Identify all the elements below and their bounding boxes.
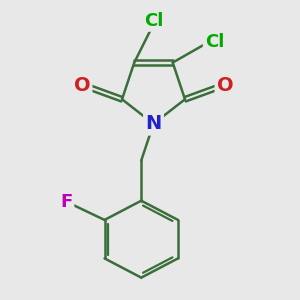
Text: F: F [60,194,72,211]
Text: O: O [217,76,233,95]
Text: O: O [74,76,90,95]
Text: Cl: Cl [144,12,163,30]
Text: Cl: Cl [205,33,224,51]
Text: N: N [146,114,162,133]
